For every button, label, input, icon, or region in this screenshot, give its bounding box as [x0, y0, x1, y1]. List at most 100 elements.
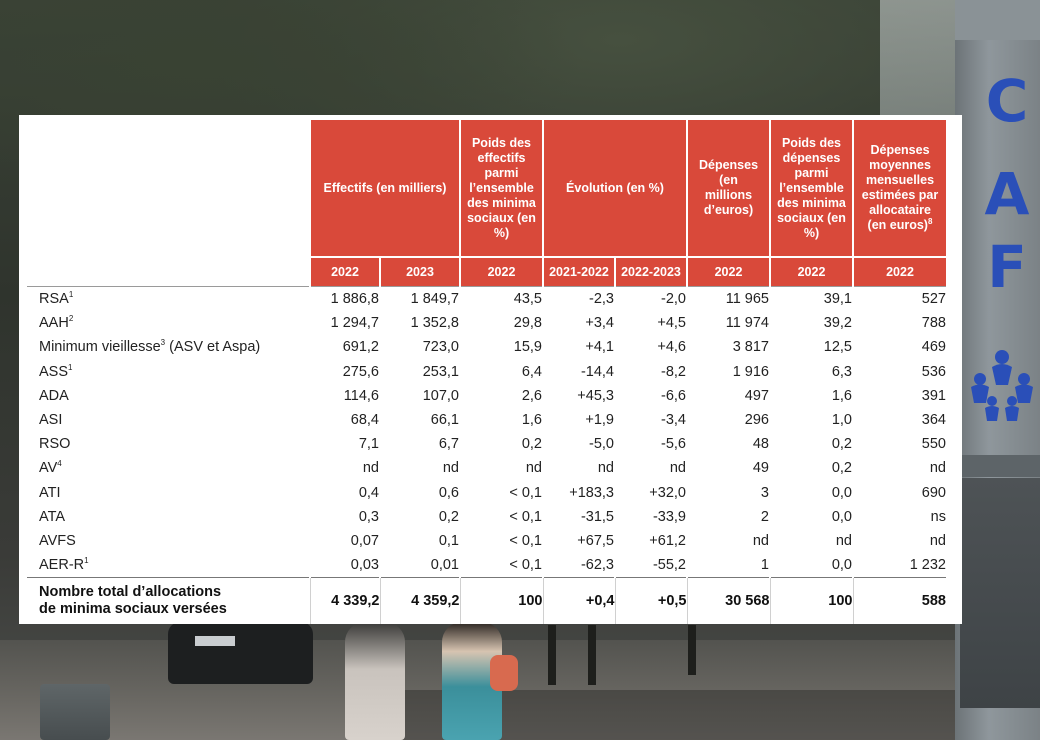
bin	[40, 684, 110, 740]
footnote-marker: 2	[68, 314, 74, 324]
header-year: 2022	[852, 256, 946, 286]
header-depenses: Dépenses (en millions d’euros)	[686, 120, 770, 257]
table-cell: 6,4	[459, 359, 543, 384]
table-cell: 364	[852, 407, 946, 433]
table-cell: 3	[686, 480, 770, 505]
row-label-text: RSA	[39, 291, 69, 308]
header-year: 2022-2023	[614, 256, 687, 286]
table-cell: 114,6	[309, 383, 380, 408]
table-cell: 550	[852, 432, 946, 457]
table-cell: 39,2	[769, 311, 853, 336]
table-cell: 275,6	[309, 359, 380, 384]
table-cell: 0,2	[459, 432, 543, 457]
table-cell: 66,1	[379, 407, 460, 433]
table-cell: ns	[852, 504, 946, 529]
total-label-line2: de minima sociaux versées	[39, 601, 227, 618]
header-year: 2022	[686, 256, 770, 286]
caf-sign-letter: F	[987, 233, 1027, 301]
table-cell: 0,0	[769, 504, 853, 529]
header-effectifs: Effectifs (en milliers)	[309, 120, 460, 257]
minima-sociaux-table: Effectifs (en milliers) Poids des effect…	[27, 120, 946, 625]
table-cell: 0,03	[309, 553, 380, 578]
row-label-text: AVFS	[39, 532, 76, 549]
table-cell: 7,1	[309, 432, 380, 457]
table-cell: -33,9	[614, 504, 687, 529]
header-depenses-moyennes: Dépenses moyennes mensuelles estimées pa…	[852, 120, 946, 257]
row-label: AER-R1	[27, 553, 310, 578]
row-label: ADA	[27, 384, 310, 408]
header-evolution: Évolution (en %)	[542, 120, 687, 257]
table-cell: 0,3	[309, 504, 380, 529]
table-cell: +4,6	[614, 335, 687, 360]
table-cell: 0,2	[769, 456, 853, 481]
row-label-text: ATI	[39, 484, 61, 501]
row-label-text: RSO	[39, 436, 71, 453]
table-cell: 497	[686, 383, 770, 408]
pedestrian	[345, 622, 405, 740]
table-cell: 107,0	[379, 383, 460, 408]
table-row: ASS1 275,6 253,1 6,4 -14,4 -8,2 1 916 6,3 536	[27, 359, 946, 384]
total-cell: 30 568	[686, 577, 770, 625]
table-cell: -5,6	[614, 432, 687, 457]
table-cell: 0,2	[769, 432, 853, 457]
table-cell: 11 974	[686, 311, 770, 336]
table-row: AAH2 1 294,7 1 352,8 29,8 +3,4 +4,5 11 974 39,2…	[27, 311, 946, 336]
total-label-line1: Nombre total d’allocations	[39, 584, 222, 601]
total-cell: +0,5	[614, 577, 687, 625]
table-cell: -6,6	[614, 383, 687, 408]
table-cell: 39,1	[769, 286, 853, 312]
table-cell: +45,3	[542, 383, 615, 408]
building-top	[955, 0, 1040, 42]
table-cell: nd	[686, 528, 770, 554]
table-cell: +4,5	[614, 311, 687, 336]
header-years-row: 2022 2023 2022 2021-2022 2022-2023 2022 …	[27, 256, 946, 286]
table-cell: 0,0	[769, 553, 853, 578]
table-cell: 2	[686, 504, 770, 529]
table-cell: 6,7	[379, 432, 460, 457]
table-row: ATA 0,3 0,2 < 0,1 -31,5 -33,9 2 0,0 ns	[27, 504, 946, 529]
row-label: AAH2	[27, 311, 310, 335]
table-cell: 536	[852, 359, 946, 384]
table-cell: 29,8	[459, 311, 543, 336]
table-cell: nd	[852, 528, 946, 554]
table-cell: 0,07	[309, 528, 380, 554]
tree-trunk	[688, 625, 696, 675]
parked-car	[168, 622, 313, 684]
total-cell: 588	[852, 577, 946, 625]
table-cell: +32,0	[614, 480, 687, 505]
table-cell: 1,6	[459, 407, 543, 433]
header-separator	[27, 286, 946, 287]
table-cell: +4,1	[542, 335, 615, 360]
table-cell: -14,4	[542, 359, 615, 384]
table-row: Minimum vieillesse3 (ASV et Aspa) 691,2 72…	[27, 335, 946, 360]
row-label: Minimum vieillesse3 (ASV et Aspa)	[27, 335, 310, 359]
table-cell: 469	[852, 335, 946, 360]
header-year: 2022	[309, 256, 380, 286]
row-label: ATI	[27, 481, 310, 505]
total-cell: 100	[459, 577, 543, 625]
table-cell: nd	[309, 456, 380, 481]
table-cell: nd	[379, 456, 460, 481]
car-plate	[195, 636, 235, 646]
caf-sign-letter: C	[985, 67, 1029, 135]
header-row: Effectifs (en milliers) Poids des effect…	[27, 120, 946, 286]
total-cell: 4 359,2	[379, 577, 460, 625]
header-poids-depenses: Poids des dépenses parmi l’ensemble des …	[769, 120, 853, 257]
row-label-text: ASI	[39, 412, 63, 429]
minima-sociaux-table-card: Effectifs (en milliers) Poids des effect…	[19, 115, 962, 625]
table-cell: -2,0	[614, 286, 687, 312]
table-cell: -31,5	[542, 504, 615, 529]
table-cell: 1 232	[852, 553, 946, 578]
table-cell: 68,4	[309, 407, 380, 433]
row-label-text: Minimum vieillesse	[39, 339, 161, 356]
table-cell: 1,0	[769, 407, 853, 433]
table-cell: < 0,1	[459, 553, 543, 578]
table-row: ADA 114,6 107,0 2,6 +45,3 -6,6 497 1,6 391	[27, 383, 946, 408]
table-cell: 15,9	[459, 335, 543, 360]
table-cell: 690	[852, 480, 946, 505]
table-cell: 0,2	[379, 504, 460, 529]
footnote-marker: 1	[84, 556, 89, 566]
header-corner	[27, 120, 310, 286]
caf-family-logo-icon	[971, 350, 1033, 421]
table-cell: < 0,1	[459, 504, 543, 529]
